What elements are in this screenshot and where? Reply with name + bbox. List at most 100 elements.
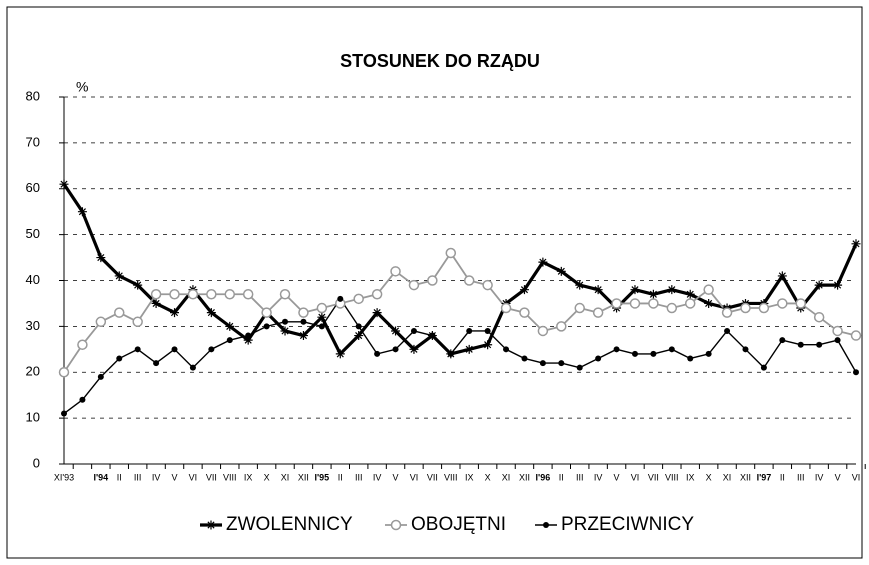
marker [666, 302, 678, 314]
x-tick-label: XI'93 [54, 472, 74, 482]
marker [279, 289, 291, 300]
marker [814, 280, 824, 290]
frame [6, 6, 863, 559]
marker [687, 355, 694, 362]
legend-item: OBOJĘTNI [385, 514, 506, 535]
marker [668, 346, 675, 353]
x-tick-label: IV [152, 472, 161, 482]
marker [61, 410, 67, 417]
marker [298, 331, 308, 341]
y-tick-label: 60 [26, 180, 40, 195]
chart-title: STOSUNEK DO RZĄDU [340, 51, 540, 71]
x-tick-label: VII [206, 472, 217, 482]
y-tick-label: 30 [26, 318, 40, 333]
x-tick-label: IV [373, 472, 382, 482]
x-tick-label: II [559, 472, 564, 482]
marker [539, 360, 546, 367]
x-tick-label: VIII [665, 472, 679, 482]
marker [300, 318, 307, 325]
marker [79, 396, 86, 403]
y-tick-label: 10 [26, 410, 40, 425]
marker [592, 307, 604, 318]
marker [630, 285, 640, 295]
marker [355, 323, 362, 330]
marker [797, 341, 804, 348]
marker [169, 289, 180, 300]
x-tick-label: I'96 [536, 472, 551, 482]
marker [832, 325, 843, 337]
marker [851, 239, 861, 249]
marker [575, 280, 585, 290]
marker [537, 325, 549, 337]
marker [777, 298, 788, 309]
marker [482, 279, 493, 291]
series-line [63, 252, 857, 373]
marker [574, 302, 585, 314]
x-tick-label: VIII [444, 472, 458, 482]
marker [705, 350, 712, 357]
marker [813, 311, 825, 323]
marker [282, 318, 289, 325]
marker [408, 279, 420, 291]
y-axis-label: % [76, 79, 88, 95]
marker [576, 364, 583, 371]
marker [834, 337, 841, 344]
marker [611, 298, 622, 309]
marker [280, 326, 290, 336]
marker [629, 298, 641, 309]
marker [114, 307, 125, 318]
marker [354, 331, 364, 341]
marker [684, 298, 696, 309]
marker [685, 289, 695, 299]
marker [153, 360, 160, 367]
marker [208, 346, 215, 353]
marker [116, 355, 123, 362]
marker [556, 266, 566, 276]
marker [427, 275, 438, 286]
series-line [62, 183, 858, 356]
marker [206, 289, 217, 300]
y-tick-label: 20 [26, 364, 40, 379]
marker [77, 207, 87, 217]
x-tick-label: X [485, 472, 491, 482]
x-tick-label: XI [281, 472, 290, 482]
x-tick-label: V [614, 472, 620, 482]
marker [371, 289, 383, 300]
marker [132, 316, 143, 328]
marker [97, 373, 104, 380]
marker [151, 298, 161, 308]
marker [704, 298, 714, 308]
x-tick-label: VI [631, 472, 640, 482]
marker [316, 302, 328, 314]
marker [429, 332, 436, 339]
x-tick-label: III [797, 472, 805, 482]
marker [483, 340, 493, 350]
marker [96, 253, 106, 263]
marker [521, 355, 528, 362]
legend-label: PRZECIWNICY [561, 514, 694, 535]
marker [59, 179, 69, 189]
marker [558, 360, 565, 367]
y-tick-label: 0 [33, 455, 40, 470]
x-tick-label: IX [686, 472, 695, 482]
marker [317, 312, 327, 322]
marker [758, 302, 770, 314]
x-tick-label: IX [465, 472, 474, 482]
marker [795, 298, 806, 309]
x-tick-label: V [393, 472, 399, 482]
marker [225, 321, 235, 331]
x-tick-label: IV [594, 472, 603, 482]
marker [224, 289, 236, 300]
marker [337, 295, 344, 302]
legend-label: ZWOLENNICY [226, 514, 353, 535]
marker [519, 307, 530, 318]
marker [353, 293, 364, 305]
marker [463, 275, 475, 286]
marker [245, 332, 252, 339]
marker [650, 350, 657, 357]
marker [226, 337, 233, 344]
legend-label: OBOJĘTNI [411, 514, 506, 535]
x-tick-label: V [172, 472, 178, 482]
marker [853, 369, 859, 376]
